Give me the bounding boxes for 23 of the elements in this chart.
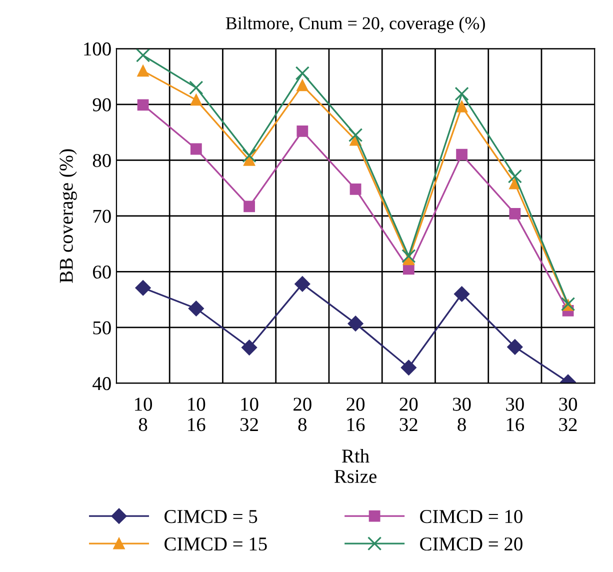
x-tick-label: 30 16	[506, 398, 524, 432]
x-tick-label: 20 16	[346, 398, 365, 432]
x-tick-label: 30 8	[453, 398, 471, 432]
legend-label: CIMCD = 15	[164, 537, 267, 551]
y-axis-title: BB coverage (%)	[59, 149, 77, 283]
y-tick-label: 40	[92, 377, 111, 390]
x-tick-label: 10 32	[240, 398, 258, 432]
x-tick-label: 20 8	[294, 398, 312, 432]
y-tick-label: 50	[93, 321, 111, 334]
x-tick-label: 20 32	[400, 398, 418, 432]
y-tick-label: 70	[93, 210, 111, 223]
y-tick-label: 80	[92, 154, 111, 168]
legend-label: CIMCD = 10	[420, 510, 522, 524]
x-axis-title: Rth Rsize	[334, 448, 376, 483]
y-tick-label: 60	[93, 266, 111, 279]
x-tick-label: 10 8	[135, 398, 152, 432]
legend-label: CIMCD = 20	[420, 537, 522, 551]
legend-label: CIMCD = 5	[164, 510, 258, 524]
x-tick-label: 10 16	[188, 398, 206, 432]
x-tick-label: 30 32	[559, 398, 578, 432]
y-tick-label: 90	[92, 98, 111, 112]
y-tick-label: 100	[84, 42, 111, 56]
chart-title: Biltmore, Cnum = 20, coverage (%)	[226, 16, 485, 34]
